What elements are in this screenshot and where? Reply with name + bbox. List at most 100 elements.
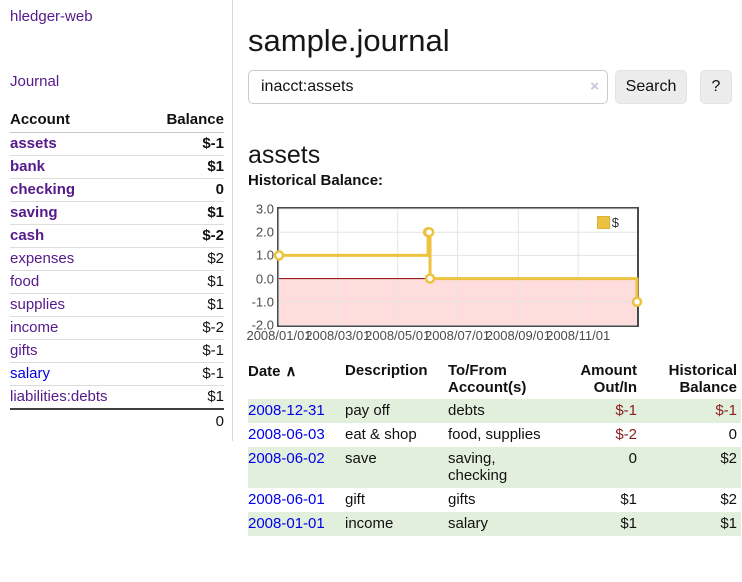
transaction-balance: $2: [720, 491, 737, 508]
search-form: × Search ?: [248, 70, 742, 104]
account-balance: $-2: [144, 316, 224, 340]
historical-balance-chart: $ 3.0 2.0 1.0 0.0 -1.0 -2.0 2008/01/01 2008/03/…: [246, 202, 742, 352]
y-axis-tick-label: 1.0: [255, 247, 274, 263]
transaction-date-link[interactable]: 2008-06-03: [248, 426, 325, 443]
register-header-date[interactable]: Date ∧: [248, 360, 345, 399]
account-row: saving $1: [10, 201, 224, 225]
chart-heading: Historical Balance:: [248, 172, 384, 189]
account-row: expenses $2: [10, 247, 224, 271]
transaction-date-link[interactable]: 2008-12-31: [248, 402, 325, 419]
account-balance: $1: [144, 270, 224, 294]
register-header-amount: Amount Out/In: [580, 362, 637, 396]
transaction-accounts: food, supplies: [448, 426, 541, 443]
transaction-amount: $1: [620, 515, 637, 532]
register-header-date-label: Date: [248, 363, 281, 380]
register-header-accounts: To/From Account(s): [448, 362, 527, 396]
journal-link[interactable]: Journal: [10, 73, 60, 90]
transaction-description: income: [345, 515, 394, 532]
account-link-income[interactable]: income: [10, 319, 59, 336]
transaction-row: 2008-12-31 pay off debts $-1 $-1: [248, 399, 741, 423]
transaction-description: eat & shop: [345, 426, 417, 443]
account-row: salary $-1: [10, 362, 224, 386]
register-body: 2008-12-31 pay off debts $-1 $-1 2008-06-03 ea…: [248, 399, 741, 536]
transaction-description: pay off: [345, 402, 390, 419]
accounts-header-balance: Balance: [144, 108, 224, 133]
account-link-expenses[interactable]: expenses: [10, 250, 75, 267]
search-box: ×: [248, 70, 608, 104]
transaction-row: 2008-01-01 income salary $1 $1: [248, 512, 741, 536]
transaction-accounts: gifts: [448, 491, 476, 508]
x-axis-tick-label: 2008/09/01: [485, 328, 551, 343]
main-content: sample.journal × Search ? assets Histori…: [246, 0, 742, 582]
transaction-amount: $-1: [615, 402, 637, 419]
transaction-row: 2008-06-01 gift gifts $1 $2: [248, 488, 741, 512]
account-link-liabilities-debts[interactable]: liabilities:debts: [10, 388, 108, 405]
sidebar: hledger-web Journal Account Balance asse…: [0, 0, 233, 441]
app-title: hledger-web: [10, 8, 224, 26]
transaction-amount: $-2: [615, 426, 637, 443]
accounts-table: Account Balance assets $-1 bank $1 checking 0…: [10, 108, 224, 433]
transaction-balance: $-1: [715, 402, 737, 419]
account-row: assets $-1: [10, 133, 224, 156]
x-axis-tick-label: 2008/05/01: [365, 328, 431, 343]
account-row: checking 0: [10, 178, 224, 202]
y-axis-tick-label: -1.0: [251, 294, 274, 310]
accounts-header-account: Account: [10, 108, 145, 133]
account-link-salary[interactable]: salary: [10, 365, 51, 382]
chart-plot-area[interactable]: $: [273, 207, 643, 327]
help-button[interactable]: ?: [700, 70, 732, 104]
sort-ascending-icon: ∧: [285, 363, 297, 380]
register-header-row: Date ∧ Description To/From Account(s) Amo…: [248, 360, 741, 399]
x-axis-tick-label: 2008/07/01: [424, 328, 491, 343]
page-title: sample.journal: [248, 22, 450, 58]
search-input[interactable]: [248, 70, 608, 104]
y-axis-tick-label: 0.0: [255, 271, 274, 287]
account-link-food[interactable]: food: [10, 273, 40, 290]
account-row: liabilities:debts $1: [10, 385, 224, 409]
account-link-supplies[interactable]: supplies: [10, 296, 66, 313]
transaction-balance: 0: [728, 426, 737, 443]
account-balance: $-1: [144, 339, 224, 363]
legend-swatch-icon: [596, 216, 610, 229]
transaction-date-link[interactable]: 2008-06-01: [248, 491, 325, 508]
account-balance: $1: [144, 293, 224, 317]
transaction-balance: $2: [720, 450, 737, 467]
app-title-link[interactable]: hledger-web: [10, 8, 93, 25]
account-balance: $1: [144, 385, 224, 409]
account-link-assets[interactable]: assets: [10, 135, 57, 152]
account-row: gifts $-1: [10, 339, 224, 363]
transaction-row: 2008-06-03 eat & shop food, supplies $-2 0: [248, 423, 741, 447]
accounts-total-value: 0: [144, 408, 224, 433]
account-balance: $1: [144, 201, 224, 225]
account-link-gifts[interactable]: gifts: [10, 342, 38, 359]
y-axis-tick-label: -2.0: [251, 317, 274, 333]
account-link-saving[interactable]: saving: [10, 204, 58, 221]
account-row: food $1: [10, 270, 224, 294]
account-row: bank $1: [10, 155, 224, 179]
clear-search-icon[interactable]: ×: [590, 78, 599, 95]
account-link-bank[interactable]: bank: [10, 158, 46, 175]
account-link-checking[interactable]: checking: [10, 181, 76, 198]
transaction-date-link[interactable]: 2008-01-01: [248, 515, 325, 532]
account-balance: $1: [144, 155, 224, 179]
search-button[interactable]: Search: [615, 70, 687, 104]
chart-canvas: [273, 208, 643, 326]
journal-nav: Journal: [10, 73, 224, 91]
transaction-description: gift: [345, 491, 366, 508]
transaction-row: 2008-06-02 save saving, checking 0 $2: [248, 447, 741, 488]
x-axis-tick-label: 2008/01/01: [246, 328, 312, 343]
account-balance: 0: [144, 178, 224, 202]
transaction-date-link[interactable]: 2008-06-02: [248, 450, 325, 467]
y-axis-tick-label: 3.0: [255, 201, 274, 217]
register-table: Date ∧ Description To/From Account(s) Amo…: [248, 360, 741, 536]
account-balance: $-1: [144, 362, 224, 386]
transaction-accounts: saving, checking: [448, 450, 508, 484]
account-balance: $-1: [202, 135, 224, 152]
account-row: income $-2: [10, 316, 224, 340]
account-row: supplies $1: [10, 293, 224, 317]
x-axis-tick-label: 2008/11/01: [546, 328, 611, 343]
account-balance: $2: [144, 247, 224, 271]
account-link-cash[interactable]: cash: [10, 227, 45, 244]
account-heading: assets: [248, 140, 321, 169]
x-axis-tick-label: 2008/03/01: [305, 328, 371, 343]
